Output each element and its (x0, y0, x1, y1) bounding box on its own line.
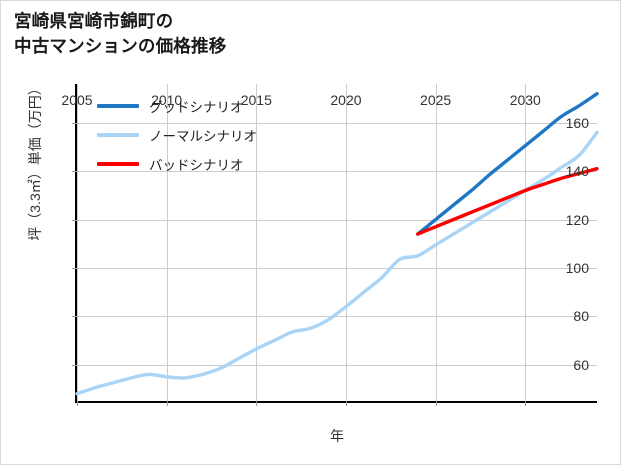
y-tick-label-60: 60 (573, 356, 589, 373)
x-tick-mark-2010 (166, 401, 168, 406)
x-tick-label-2025: 2025 (420, 92, 452, 108)
y-tick-mark-60 (72, 364, 77, 366)
gridline-y-60 (77, 364, 597, 366)
gridline-y-140 (77, 171, 597, 173)
gridline-x-2010 (166, 84, 168, 401)
y-tick-mark-80 (72, 316, 77, 318)
page-title: 宮崎県宮崎市錦町の 中古マンションの価格推移 (14, 11, 227, 56)
x-tick-label-2015: 2015 (240, 92, 272, 108)
x-tick-mark-2020 (345, 401, 347, 406)
y-axis-spine (75, 84, 77, 401)
x-tick-label-2005: 2005 (61, 92, 93, 108)
legend-swatch-icon (97, 133, 139, 137)
legend-label: バッドシナリオ (149, 158, 244, 173)
legend-item-1[interactable]: ノーマルシナリオ (97, 125, 257, 145)
y-tick-label-160: 160 (565, 114, 589, 131)
plot-area: 60 80 100 120 140 160 2005 2010 2015 2020 2025 203… (61, 84, 599, 406)
series-line-グッドシナリオ (415, 91, 599, 236)
y-tick-label-140: 140 (565, 163, 589, 180)
x-tick-label-2020: 2020 (330, 92, 362, 108)
y-tick-label-80: 80 (573, 308, 589, 325)
gridline-x-2015 (256, 84, 258, 401)
gridline-x-2030 (525, 84, 527, 401)
legend-item-0[interactable]: グッドシナリオ (97, 96, 257, 116)
gridline-x-2025 (435, 84, 437, 401)
x-tick-mark-2025 (435, 401, 437, 406)
series-lines (75, 91, 599, 396)
y-tick-mark-100 (72, 267, 77, 269)
x-axis-label: 年 (330, 428, 344, 444)
y-axis-label: 坪（3.3㎡）単価（万円） (27, 81, 43, 241)
gridline-y-160 (77, 122, 597, 124)
legend-swatch-icon (97, 162, 139, 166)
y-tick-mark-160 (72, 122, 77, 124)
gridline-x-2020 (345, 84, 347, 401)
gridline-x-2005 (77, 84, 78, 401)
y-tick-label-120: 120 (565, 211, 589, 228)
x-tick-mark-2015 (256, 401, 258, 406)
x-axis-spine (75, 401, 597, 403)
chart-legend: グッドシナリオ ノーマルシナリオ バッドシナリオ (97, 96, 257, 174)
gridline-y-100 (77, 267, 597, 269)
series-line-ノーマルシナリオ (75, 130, 599, 396)
gridline-y-80 (77, 316, 597, 318)
y-tick-mark-140 (72, 171, 77, 173)
legend-swatch-icon (97, 104, 139, 108)
y-tick-label-100: 100 (565, 259, 589, 276)
x-tick-label-2030: 2030 (509, 92, 541, 108)
series-line-バッドシナリオ (415, 166, 599, 236)
gridline-y-120 (77, 219, 597, 221)
legend-item-2[interactable]: バッドシナリオ (97, 154, 257, 174)
legend-label: ノーマルシナリオ (149, 129, 257, 144)
x-tick-label-2010: 2010 (151, 92, 183, 108)
legend-label: グッドシナリオ (149, 100, 244, 115)
x-tick-mark-2030 (525, 401, 527, 406)
y-tick-mark-120 (72, 219, 77, 221)
x-tick-mark-2005 (77, 401, 78, 406)
plot-background (77, 84, 597, 401)
